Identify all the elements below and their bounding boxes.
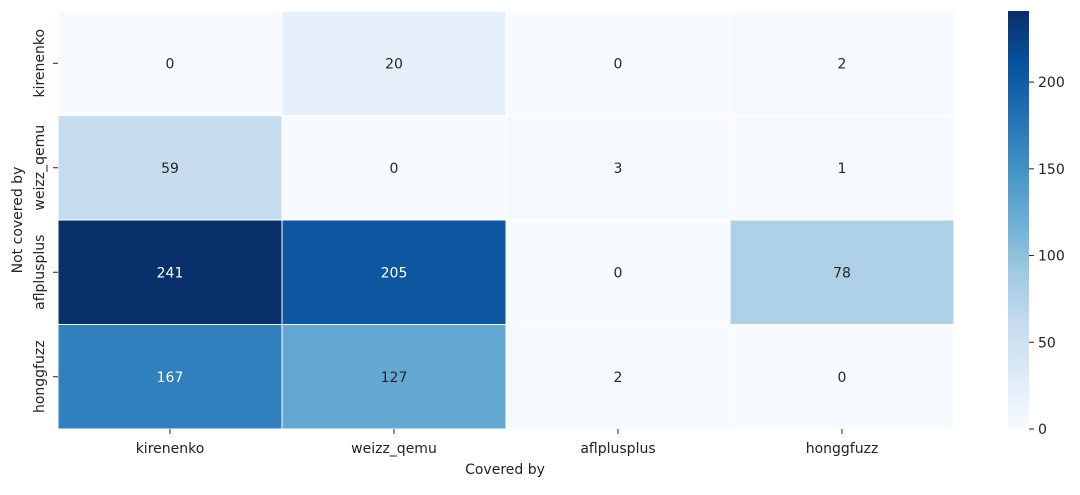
cell-value-label: 205 xyxy=(381,265,408,281)
y-axis-label: Not covered by xyxy=(10,167,26,274)
x-tick-label: aflplusplus xyxy=(580,441,655,457)
cell-value-label: 127 xyxy=(381,370,408,386)
y-axis-ticks: kirenenko weizz_qemu aflplusplus honggfuzz xyxy=(32,29,58,413)
colorbar-tick-label: 150 xyxy=(1038,162,1065,178)
x-tick-label: honggfuzz xyxy=(806,441,879,457)
cell-value-label: 3 xyxy=(614,161,623,177)
x-tick-label: kirenenko xyxy=(136,441,205,457)
y-tick-label: aflplusplus xyxy=(32,235,48,310)
x-tick-label: weizz_qemu xyxy=(351,441,437,457)
cell-value-label: 2 xyxy=(614,370,623,386)
cell-value-label: 1 xyxy=(838,161,847,177)
x-axis-label: Covered by xyxy=(465,462,545,478)
x-axis-ticks: kirenenko weizz_qemu aflplusplus honggfuzz xyxy=(136,429,879,457)
cell-value-label: 78 xyxy=(833,265,851,281)
cell-value-label: 59 xyxy=(161,161,179,177)
cell-value-label: 167 xyxy=(157,370,184,386)
y-tick-label: honggfuzz xyxy=(32,340,48,413)
cell-value-label: 241 xyxy=(157,265,184,281)
colorbar: 0 50 100 150 200 xyxy=(1008,11,1065,438)
colorbar-tick-label: 0 xyxy=(1038,422,1047,438)
colorbar-tick-label: 50 xyxy=(1038,335,1056,351)
cell-value-label: 0 xyxy=(390,161,399,177)
cell-value-label: 0 xyxy=(166,56,175,72)
colorbar-tick-label: 200 xyxy=(1038,75,1065,91)
cell-value-label: 0 xyxy=(838,370,847,386)
colorbar-tick-label: 100 xyxy=(1038,249,1065,265)
cell-value-label: 0 xyxy=(614,56,623,72)
cell-value-label: 20 xyxy=(385,56,403,72)
y-tick-label: weizz_qemu xyxy=(32,125,48,211)
y-tick-label: kirenenko xyxy=(32,29,48,98)
cell-value-label: 0 xyxy=(614,265,623,281)
colorbar-gradient xyxy=(1008,11,1029,429)
cell-value-label: 2 xyxy=(838,56,847,72)
